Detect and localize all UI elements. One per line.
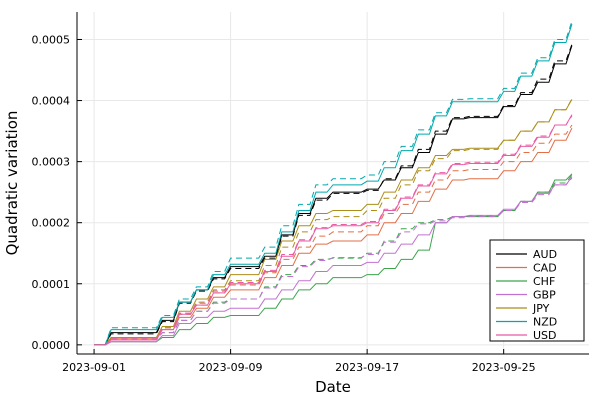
series-layer	[94, 21, 573, 346]
legend-label-jpy: JPY	[532, 302, 550, 315]
legend-label-usd: USD	[533, 329, 557, 342]
series-line-nzd-dashed	[94, 21, 573, 346]
series-line-aud	[94, 45, 573, 346]
series-line-aud-dashed	[94, 44, 573, 346]
series-line-jpy	[94, 99, 573, 346]
x-tick-label: 2023-09-09	[199, 361, 263, 374]
x-tick-label: 2023-09-17	[335, 361, 399, 374]
y-tick-label: 0.0000	[32, 339, 71, 352]
y-tick-label: 0.0005	[32, 33, 71, 46]
legend-label-aud: AUD	[533, 248, 557, 261]
y-axis-title: Quadratic variation	[3, 111, 21, 256]
legend-label-chf: CHF	[533, 275, 555, 288]
series-line-chf-dashed	[94, 174, 573, 346]
legend-label-gbp: GBP	[533, 289, 556, 302]
legend-label-nzd: NZD	[533, 316, 557, 329]
series-line-nzd	[94, 24, 573, 346]
x-tick-label: 2023-09-01	[62, 361, 126, 374]
legend-label-cad: CAD	[533, 262, 557, 275]
series-line-gbp-dashed	[94, 177, 573, 346]
series-line-usd-dashed	[94, 115, 573, 346]
y-tick-label: 0.0002	[32, 217, 71, 230]
y-tick-label: 0.0001	[32, 278, 71, 291]
grid	[77, 12, 589, 354]
series-line-gbp	[94, 176, 573, 346]
x-tick-label: 2023-09-25	[472, 361, 536, 374]
y-ticks: 0.0000 0.0001 0.0002 0.0003 0.0004 0.0005	[32, 33, 82, 352]
y-tick-label: 0.0003	[32, 156, 71, 169]
x-ticks: 2023-09-01 2023-09-09 2023-09-17 2023-09-25	[62, 349, 536, 374]
legend-box	[489, 239, 585, 342]
x-axis-title: Date	[315, 378, 351, 396]
series-line-usd	[94, 114, 573, 346]
y-tick-label: 0.0004	[32, 95, 71, 108]
